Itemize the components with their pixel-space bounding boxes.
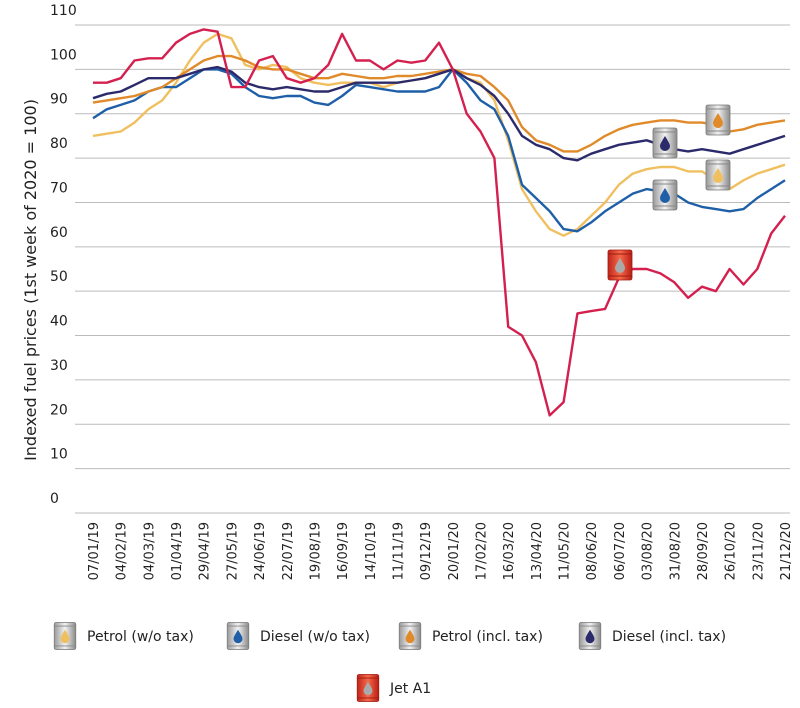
drop — [660, 136, 670, 151]
y-tick-label: 80 — [50, 136, 68, 152]
barrel-icon — [705, 104, 731, 136]
barrel-icon — [53, 622, 77, 650]
x-tick-label: 03/08/20 — [641, 522, 656, 580]
legend-label: Diesel (w/o tax) — [260, 629, 370, 645]
barrel-icon — [578, 622, 602, 650]
y-axis-label: Indexed fuel prices (1st week of 2020 = … — [21, 99, 40, 461]
legend-label: Diesel (incl. tax) — [612, 629, 726, 645]
y-tick-label: 10 — [50, 447, 68, 463]
x-tick-label: 04/03/19 — [142, 522, 157, 580]
x-tick-label: 11/05/20 — [558, 522, 573, 580]
y-tick-label: 90 — [50, 92, 68, 108]
legend-label: Jet A1 — [389, 681, 431, 697]
barrel-icon — [356, 674, 380, 702]
x-tick-label: 31/08/20 — [668, 522, 683, 580]
drop — [713, 113, 723, 128]
drop — [585, 629, 595, 644]
x-tick-label: 26/10/20 — [724, 522, 739, 580]
barrel-icon — [652, 179, 678, 211]
x-tick-label: 08/06/20 — [585, 522, 600, 580]
x-tick-label: 14/10/19 — [364, 522, 379, 580]
barrel-icon — [398, 622, 422, 650]
x-tick-label: 13/04/20 — [530, 522, 545, 580]
x-tick-label: 21/12/20 — [779, 522, 794, 580]
x-tick-label: 16/03/20 — [502, 522, 517, 580]
legend-label: Petrol (incl. tax) — [432, 629, 543, 645]
x-tick-label: 19/08/19 — [308, 522, 323, 580]
x-tick-label: 01/04/19 — [170, 522, 185, 580]
x-tick-label: 20/01/20 — [447, 522, 462, 580]
y-tick-label: 70 — [50, 180, 68, 196]
x-tick-label: 07/01/19 — [87, 522, 102, 580]
drop — [660, 188, 670, 203]
drop — [405, 629, 415, 644]
x-tick-label: 11/11/19 — [391, 522, 406, 580]
drop — [615, 258, 625, 273]
x-tick-label: 29/04/19 — [198, 522, 213, 580]
y-tick-label: 0 — [50, 491, 59, 507]
x-tick-label: 17/02/20 — [475, 522, 490, 580]
x-tick-label: 27/05/19 — [225, 522, 240, 580]
series-line — [92, 54, 786, 153]
y-tick-label: 60 — [50, 225, 68, 241]
y-tick-label: 20 — [50, 402, 68, 418]
x-tick-label: 04/02/19 — [115, 522, 130, 580]
y-tick-label: 50 — [50, 269, 68, 285]
barrel-icon — [226, 622, 250, 650]
y-tick-label: 100 — [50, 47, 77, 63]
x-tick-label: 22/07/19 — [281, 522, 296, 580]
y-tick-label: 30 — [50, 358, 68, 374]
legend-label: Petrol (w/o tax) — [87, 629, 194, 645]
drop — [233, 629, 243, 644]
drop — [363, 681, 373, 696]
barrel-icon — [705, 159, 731, 191]
x-tick-label: 16/09/19 — [336, 522, 351, 580]
x-tick-label: 24/06/19 — [253, 522, 268, 580]
barrel-icon — [652, 127, 678, 159]
x-tick-label: 28/09/20 — [696, 522, 711, 580]
x-tick-label: 06/07/20 — [613, 522, 628, 580]
barrel-icon — [607, 249, 633, 281]
y-tick-label: 40 — [50, 314, 68, 330]
drop — [713, 168, 723, 183]
drop — [60, 629, 70, 644]
x-tick-label: 23/11/20 — [751, 522, 766, 580]
series-line — [93, 28, 786, 417]
x-tick-label: 09/12/19 — [419, 522, 434, 580]
y-tick-label: 110 — [50, 3, 77, 19]
